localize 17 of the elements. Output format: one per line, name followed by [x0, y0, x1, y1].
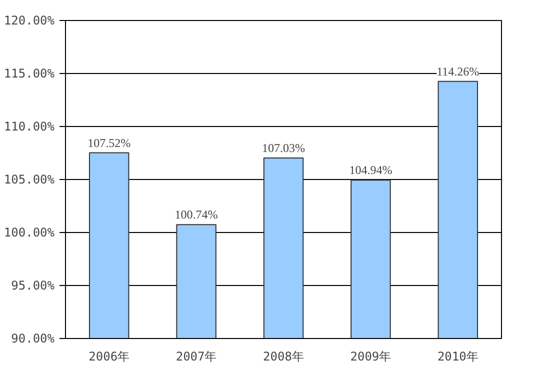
data-label: 114.26% [436, 64, 480, 78]
y-tick-label: 110.00% [4, 120, 56, 134]
x-tick-label: 2007年 [176, 350, 217, 364]
y-tick-label: 90.00% [11, 332, 56, 346]
data-label: 107.52% [88, 136, 131, 150]
y-tick-label: 100.00% [4, 226, 56, 240]
data-label: 107.03% [262, 140, 305, 155]
x-tick-label: 2008年 [263, 350, 304, 364]
x-tick-label: 2010年 [437, 350, 478, 364]
y-tick-label: 105.00% [4, 172, 56, 186]
y-tick-label: 120.00% [4, 14, 56, 28]
x-tick-label: 2006年 [88, 350, 130, 364]
x-tick-label: 2009年 [350, 350, 392, 364]
y-tick-label: 115.00% [4, 66, 56, 80]
y-tick-label: 95.00% [11, 278, 56, 292]
data-label: 100.74% [174, 208, 218, 222]
data-label: 104.94% [349, 163, 392, 178]
